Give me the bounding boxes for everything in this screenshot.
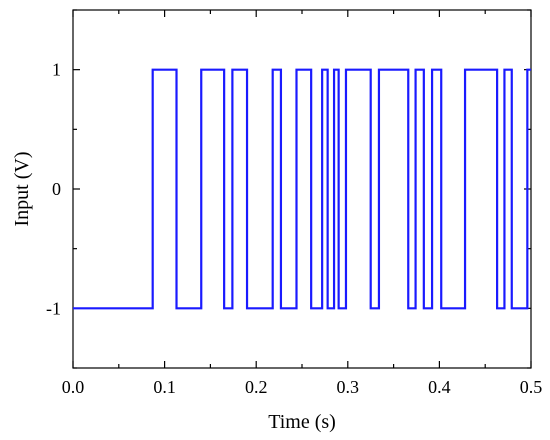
x-tick-label: 0.4 [428,377,451,397]
x-tick-label: 0.1 [153,377,176,397]
x-tick-label: 0.0 [62,377,85,397]
x-tick-label: 0.3 [337,377,360,397]
x-tick-label: 0.5 [520,377,543,397]
series-line [73,68,531,310]
tick-labels: 0.0 0.1 0.2 0.3 0.4 0.5 -1 0 1 [46,60,542,397]
series-group [73,68,531,310]
plot-frame [72,9,532,369]
x-axis-title: Time (s) [268,411,336,433]
axis-ticks [72,9,532,369]
y-tick-label: -1 [46,298,61,318]
y-tick-label: 1 [52,60,61,80]
y-axis-title: Input (V) [11,152,33,227]
y-tick-label: 0 [52,179,61,199]
x-tick-label: 0.2 [245,377,268,397]
